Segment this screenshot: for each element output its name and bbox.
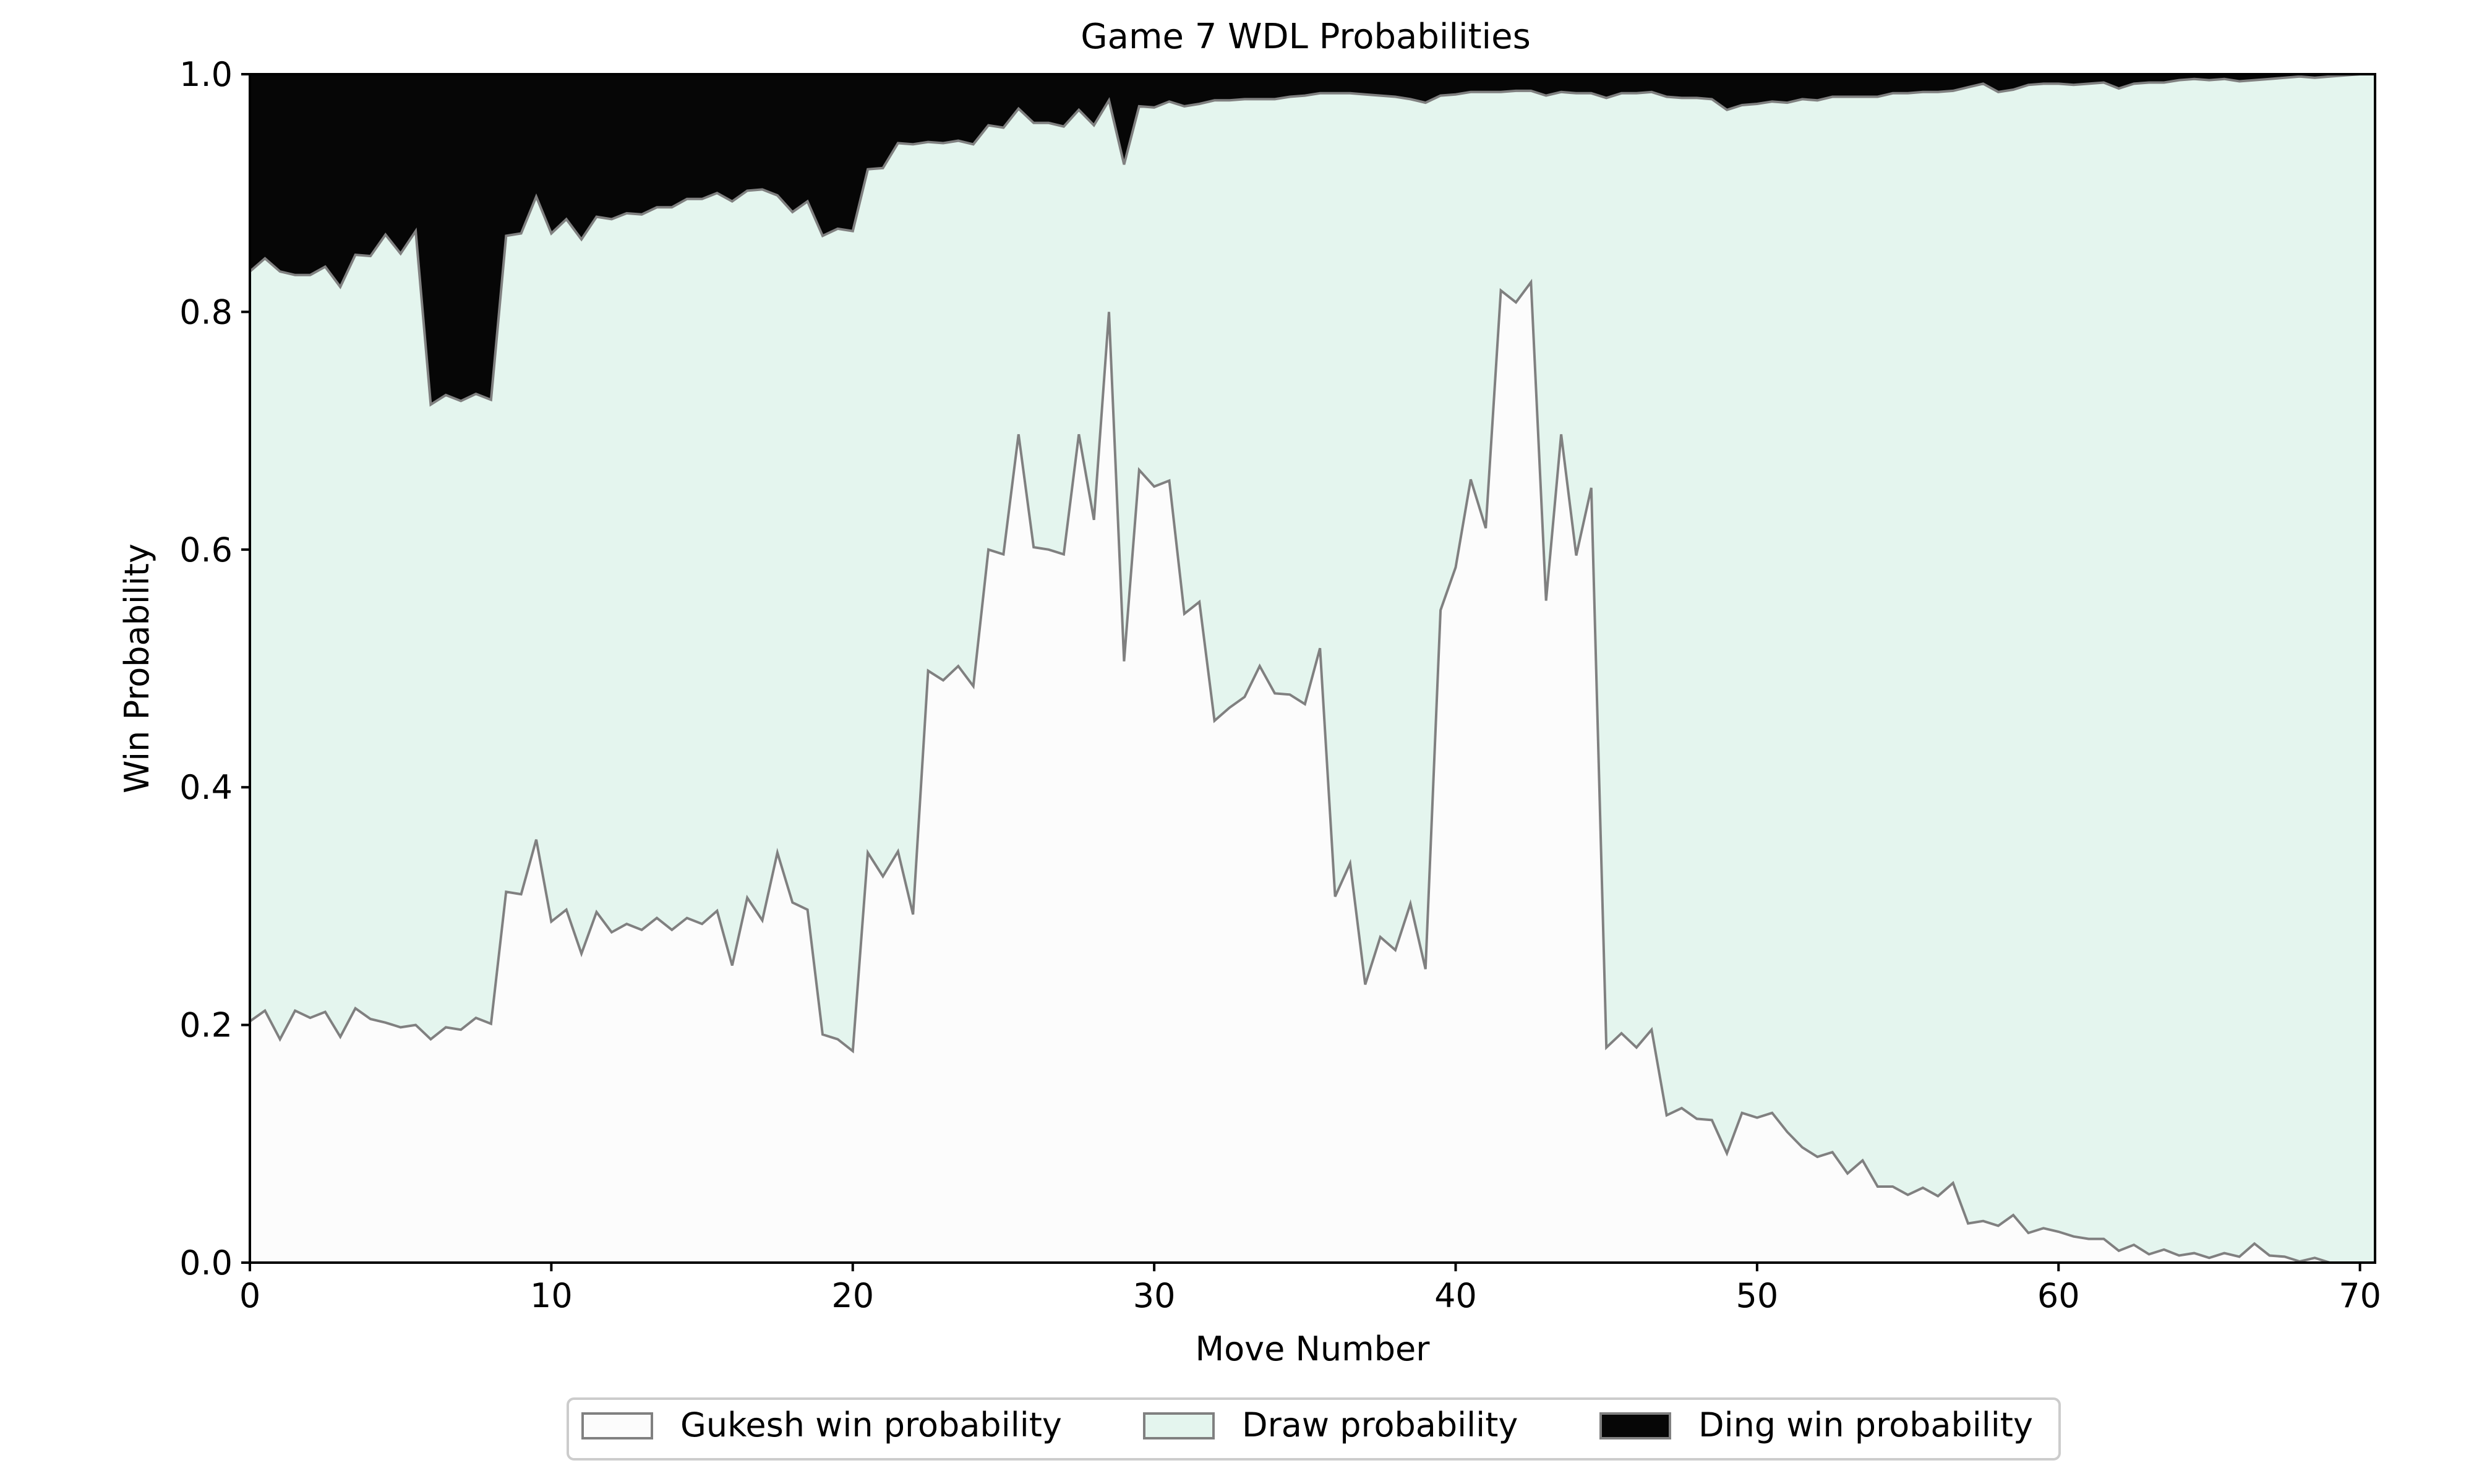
gukesh-win-area <box>250 282 2375 1263</box>
y-axis-label: Win Probability <box>118 544 156 793</box>
x-tick-label: 40 <box>1434 1276 1477 1315</box>
y-tick-label: 0.8 <box>179 292 233 331</box>
plot-frame <box>249 73 2376 1264</box>
x-tick-label: 0 <box>239 1276 260 1315</box>
plot-area <box>249 73 2375 1264</box>
ding-win-area <box>250 74 2375 405</box>
y-tick-label: 1.0 <box>179 55 233 94</box>
legend-frame <box>567 1397 2061 1461</box>
legend-label-draw: Draw probability <box>1242 1405 1518 1444</box>
x-tick-label: 20 <box>831 1276 874 1315</box>
legend-swatch-ding <box>1599 1412 1671 1439</box>
x-axis: 0 10 20 30 40 50 60 70 <box>239 1263 2381 1315</box>
x-tick-label: 10 <box>530 1276 573 1315</box>
legend-label-ding: Ding win probability <box>1698 1405 2033 1444</box>
x-tick-label: 50 <box>1736 1276 1779 1315</box>
legend: Gukesh win probability Draw probability … <box>567 1397 2061 1461</box>
gukesh-win-line <box>249 278 2375 1264</box>
draw-area <box>250 74 2375 1263</box>
legend-label-gukesh: Gukesh win probability <box>680 1405 1062 1444</box>
y-tick-label: 0.0 <box>179 1243 233 1282</box>
chart-title: Game 7 WDL Probabilities <box>1081 17 1531 57</box>
y-tick-label: 0.4 <box>179 768 233 807</box>
x-axis-label: Move Number <box>1196 1329 1431 1368</box>
x-tick-label: 60 <box>2037 1276 2080 1315</box>
y-tick-label: 0.2 <box>179 1006 233 1045</box>
x-tick-label: 70 <box>2339 1276 2381 1315</box>
legend-swatch-draw <box>1143 1412 1215 1439</box>
y-tick-label: 0.6 <box>179 531 233 569</box>
x-tick-label: 30 <box>1133 1276 1176 1315</box>
draw-upper-line <box>249 73 2375 407</box>
legend-swatch-gukesh <box>581 1412 653 1439</box>
y-axis: 0.0 0.2 0.4 0.6 0.8 1.0 <box>179 55 250 1282</box>
